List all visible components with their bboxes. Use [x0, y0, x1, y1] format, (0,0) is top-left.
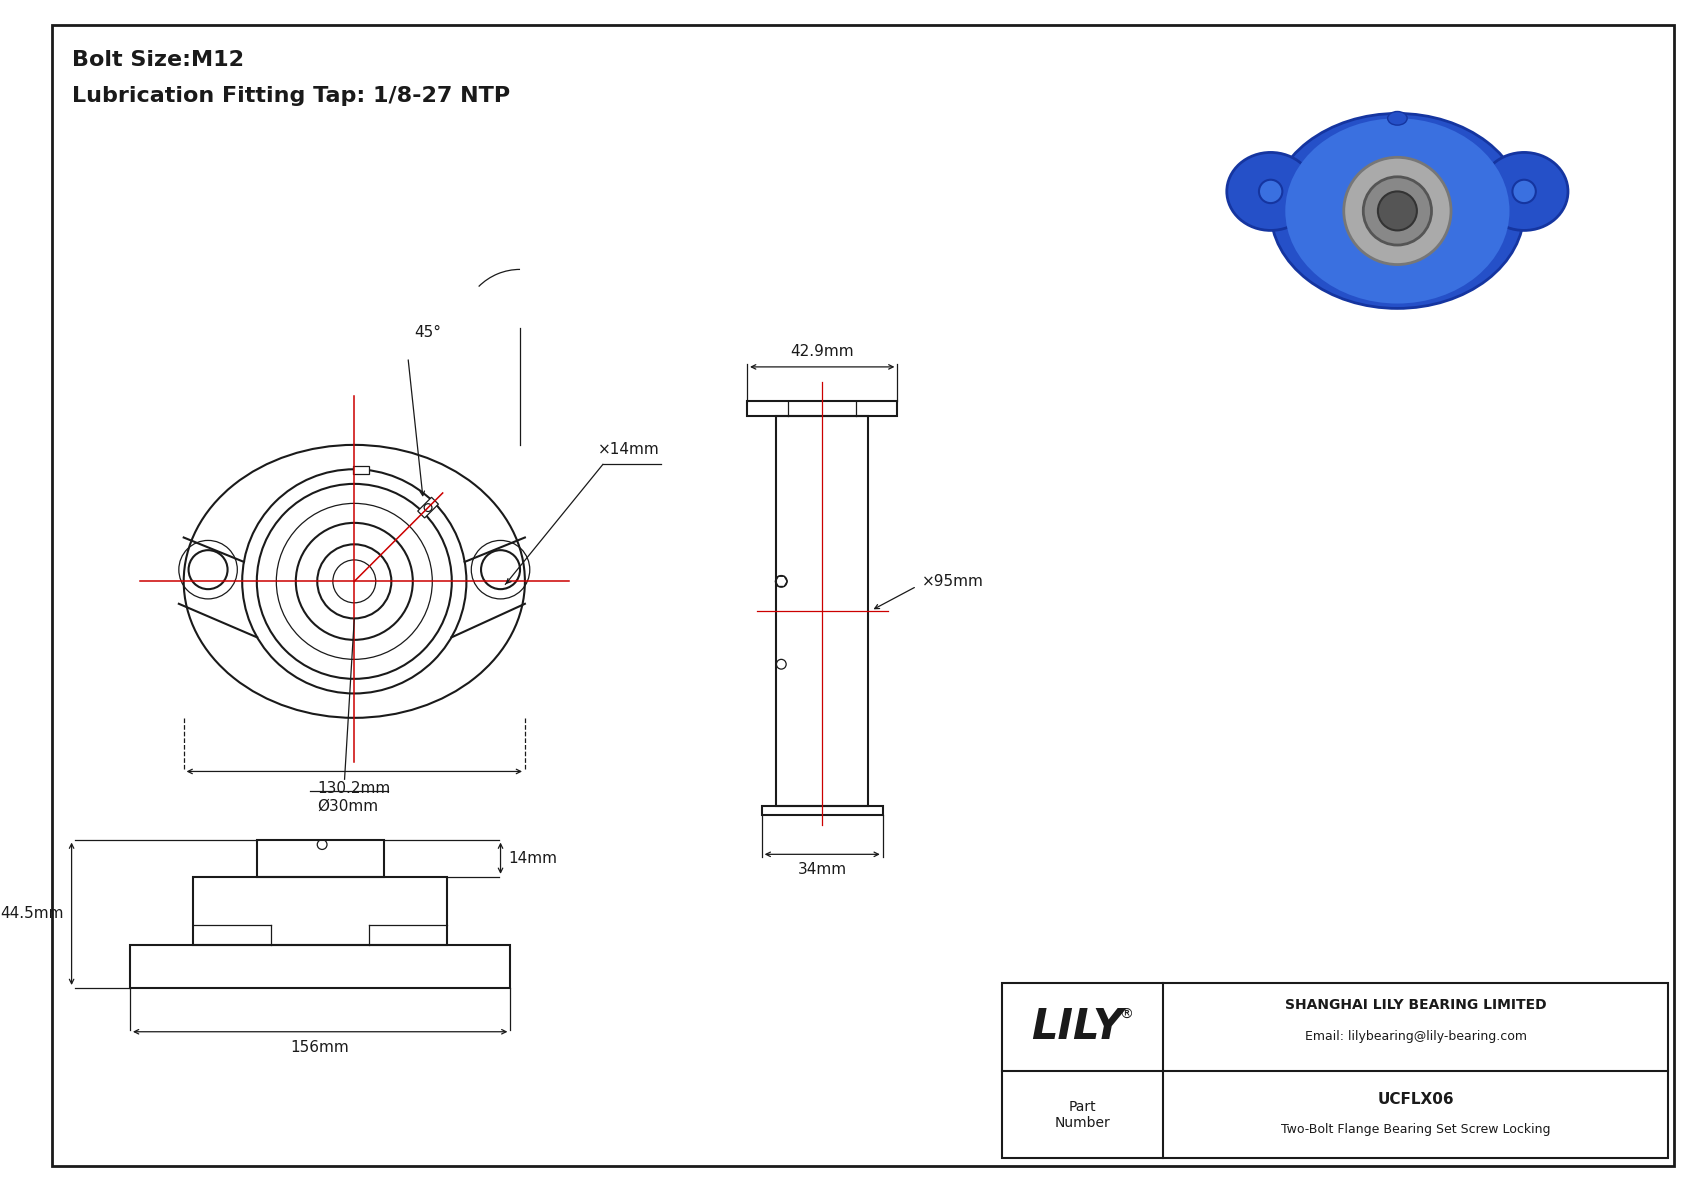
Bar — [748, 401, 898, 416]
Text: ×14mm: ×14mm — [598, 442, 660, 456]
Text: Email: lilybearing@lily-bearing.com: Email: lilybearing@lily-bearing.com — [1305, 1030, 1527, 1043]
Bar — [258, 840, 384, 877]
Circle shape — [1512, 180, 1536, 204]
Circle shape — [1260, 180, 1282, 204]
Bar — [1002, 983, 1669, 1159]
Text: Part
Number: Part Number — [1054, 1099, 1110, 1130]
Text: Bolt Size:M12: Bolt Size:M12 — [72, 50, 244, 70]
Polygon shape — [418, 498, 438, 518]
Text: 34mm: 34mm — [798, 862, 847, 877]
Text: UCFLX06: UCFLX06 — [1378, 1092, 1455, 1108]
Circle shape — [1364, 176, 1431, 245]
Bar — [194, 877, 446, 944]
Ellipse shape — [1271, 113, 1524, 308]
Text: 14mm: 14mm — [509, 850, 557, 866]
Text: ®: ® — [1120, 1008, 1133, 1022]
Bar — [761, 805, 882, 816]
Bar — [130, 944, 510, 987]
Circle shape — [1344, 157, 1452, 264]
Text: ×95mm: ×95mm — [921, 574, 983, 588]
Text: 156mm: 156mm — [291, 1040, 350, 1054]
Ellipse shape — [1480, 152, 1568, 230]
Text: 44.5mm: 44.5mm — [0, 906, 64, 922]
Text: 42.9mm: 42.9mm — [790, 344, 854, 360]
Bar — [776, 416, 867, 805]
Ellipse shape — [1228, 152, 1315, 230]
Text: Lubrication Fitting Tap: 1/8-27 NTP: Lubrication Fitting Tap: 1/8-27 NTP — [72, 86, 510, 106]
Ellipse shape — [1285, 118, 1509, 304]
Circle shape — [1378, 192, 1416, 230]
Text: LILY: LILY — [1032, 1006, 1123, 1048]
Text: Two-Bolt Flange Bearing Set Screw Locking: Two-Bolt Flange Bearing Set Screw Lockin… — [1282, 1123, 1551, 1136]
Text: 130.2mm: 130.2mm — [318, 781, 391, 797]
Bar — [354, 467, 369, 474]
Ellipse shape — [1388, 112, 1408, 125]
Text: 45°: 45° — [414, 325, 441, 339]
Text: Ø30mm: Ø30mm — [317, 799, 377, 813]
Text: SHANGHAI LILY BEARING LIMITED: SHANGHAI LILY BEARING LIMITED — [1285, 998, 1546, 1012]
